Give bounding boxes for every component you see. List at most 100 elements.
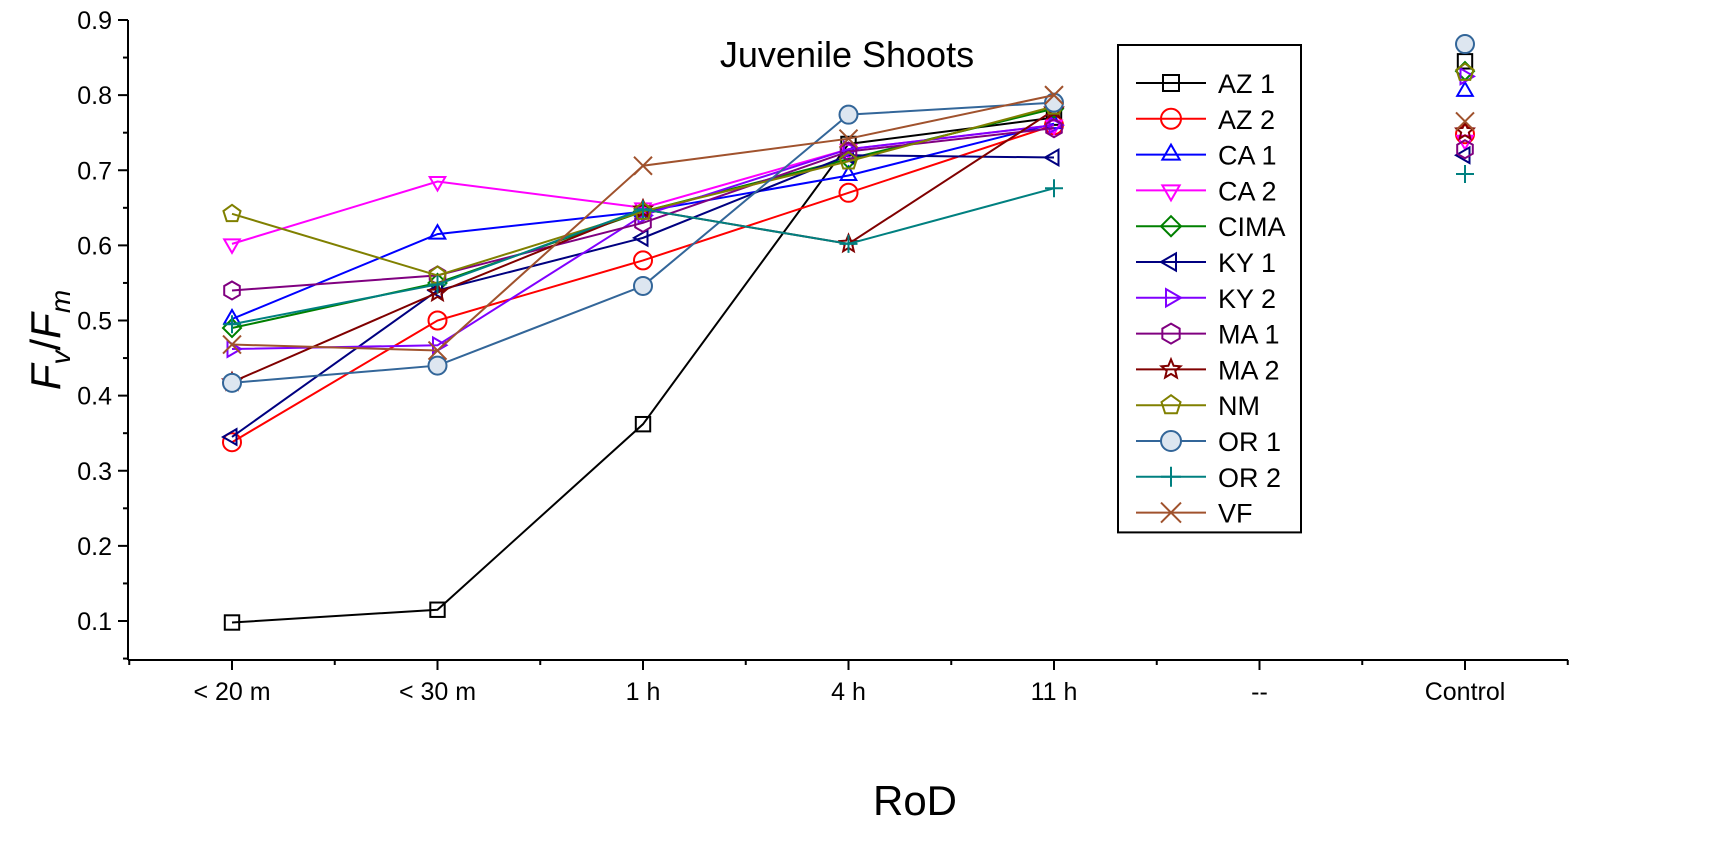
- series-line: [231, 124, 1055, 444]
- data-point: [222, 372, 242, 393]
- data-point: [427, 340, 448, 361]
- data-point: [427, 355, 448, 376]
- data-point: [633, 156, 653, 176]
- legend-label: AZ 1: [1218, 69, 1275, 99]
- data-point: [1160, 184, 1182, 203]
- y-label-sub2: m: [45, 290, 76, 313]
- y-tick-label: 0.1: [77, 608, 112, 636]
- data-point: [1456, 53, 1474, 70]
- y-tick-label: 0.2: [77, 533, 112, 561]
- series-line: [231, 109, 1055, 384]
- y-label-f1: F: [22, 362, 69, 390]
- data-point: [634, 212, 652, 233]
- data-point: [634, 200, 652, 219]
- data-point: [838, 164, 859, 182]
- y-axis-label: Fv/Fm: [22, 290, 76, 390]
- y-tick-label: 0.4: [77, 383, 112, 411]
- series-line: [231, 116, 1055, 624]
- legend-item: AZ 1: [1136, 69, 1275, 99]
- x-tick-label: 4 h: [831, 678, 866, 706]
- data-point: [222, 432, 242, 453]
- legend-item: OR 2: [1136, 463, 1281, 493]
- svg-text:Fv/Fm: Fv/Fm: [22, 290, 76, 390]
- y-tick-label: 0.3: [77, 458, 112, 486]
- x-tick-label: < 20 m: [193, 678, 270, 706]
- y-tick-label: 0.8: [77, 82, 112, 110]
- y-tick-label: 0.9: [77, 7, 112, 35]
- chart-title: Juvenile Shoots: [720, 34, 974, 75]
- legend: AZ 1 AZ 2 CA 1 CA 2 CIMA KY 1 KY 2 MA 1 MA 2 NM OR…: [1117, 44, 1302, 534]
- data-point: [1455, 111, 1475, 132]
- y-tick-label: 0.5: [77, 308, 112, 336]
- legend-item: AZ 2: [1136, 105, 1275, 135]
- data-point: [427, 176, 448, 193]
- series-or-2: [223, 165, 1474, 334]
- data-point: [1159, 214, 1183, 238]
- data-point: [428, 275, 447, 294]
- legend-label: AZ 2: [1218, 105, 1275, 135]
- data-point: [223, 315, 241, 334]
- legend-label: KY 2: [1218, 284, 1276, 314]
- x-tick-label: 11 h: [1031, 678, 1078, 706]
- data-point: [1045, 179, 1063, 198]
- data-point: [1165, 287, 1183, 309]
- legend-label: CA 1: [1218, 141, 1277, 171]
- data-point: [838, 182, 859, 203]
- data-point: [223, 280, 241, 301]
- legend-label: OR 1: [1218, 427, 1281, 457]
- data-point: [1042, 147, 1060, 168]
- data-point: [426, 281, 449, 303]
- series-or-1: [222, 34, 1475, 393]
- axes: 0.1 0.2 0.3 0.4 0.5 0.6 0.7 0.8 0.9 < 20 m < 30 m 1…: [77, 7, 1569, 706]
- legend-label: KY 1: [1218, 248, 1276, 278]
- x-tick-label: < 30 m: [399, 678, 476, 706]
- data-point: [1160, 430, 1182, 452]
- data-point: [633, 275, 653, 296]
- data-point: [1045, 118, 1063, 139]
- data-point: [1158, 251, 1177, 273]
- data-point: [1161, 322, 1181, 345]
- legend-item: KY 1: [1136, 248, 1276, 278]
- data-point: [1162, 74, 1180, 92]
- series-layer: [220, 34, 1477, 631]
- legend-item: CA 1: [1136, 141, 1277, 171]
- legend-item: MA 2: [1136, 355, 1280, 385]
- data-point: [223, 614, 241, 631]
- series-vf: [222, 85, 1475, 361]
- x-tick-label: Control: [1425, 678, 1506, 706]
- legend-item: KY 2: [1136, 284, 1276, 314]
- data-point: [222, 334, 242, 355]
- data-point: [633, 201, 653, 220]
- data-point: [1160, 393, 1182, 415]
- y-label-f2: F: [22, 311, 69, 339]
- data-point: [222, 238, 242, 255]
- data-point: [838, 128, 859, 149]
- legend-item: CA 2: [1136, 176, 1277, 206]
- x-tick-label: --: [1251, 678, 1268, 706]
- data-point: [838, 104, 859, 125]
- data-point: [1160, 501, 1182, 524]
- x-axis-label: RoD: [873, 777, 957, 824]
- data-point: [631, 228, 649, 248]
- data-point: [429, 601, 446, 618]
- data-point: [222, 203, 242, 223]
- legend-item: MA 1: [1136, 320, 1280, 350]
- legend-label: VF: [1218, 499, 1253, 529]
- legend-label: MA 1: [1218, 320, 1280, 350]
- data-point: [1455, 124, 1475, 145]
- data-point: [1455, 62, 1475, 81]
- data-point: [1044, 92, 1064, 113]
- data-point: [1044, 85, 1064, 105]
- data-point: [220, 427, 238, 447]
- legend-item: VF: [1136, 499, 1253, 529]
- y-label-slash: /: [22, 339, 69, 351]
- y-tick-label: 0.7: [77, 157, 112, 185]
- y-tick-label: 0.6: [77, 232, 112, 260]
- data-point: [427, 223, 448, 240]
- data-point: [1456, 165, 1474, 184]
- y-label-sub1: v: [45, 349, 76, 365]
- data-point: [1455, 34, 1475, 55]
- legend-label: CA 2: [1218, 176, 1277, 206]
- data-point: [1456, 139, 1474, 160]
